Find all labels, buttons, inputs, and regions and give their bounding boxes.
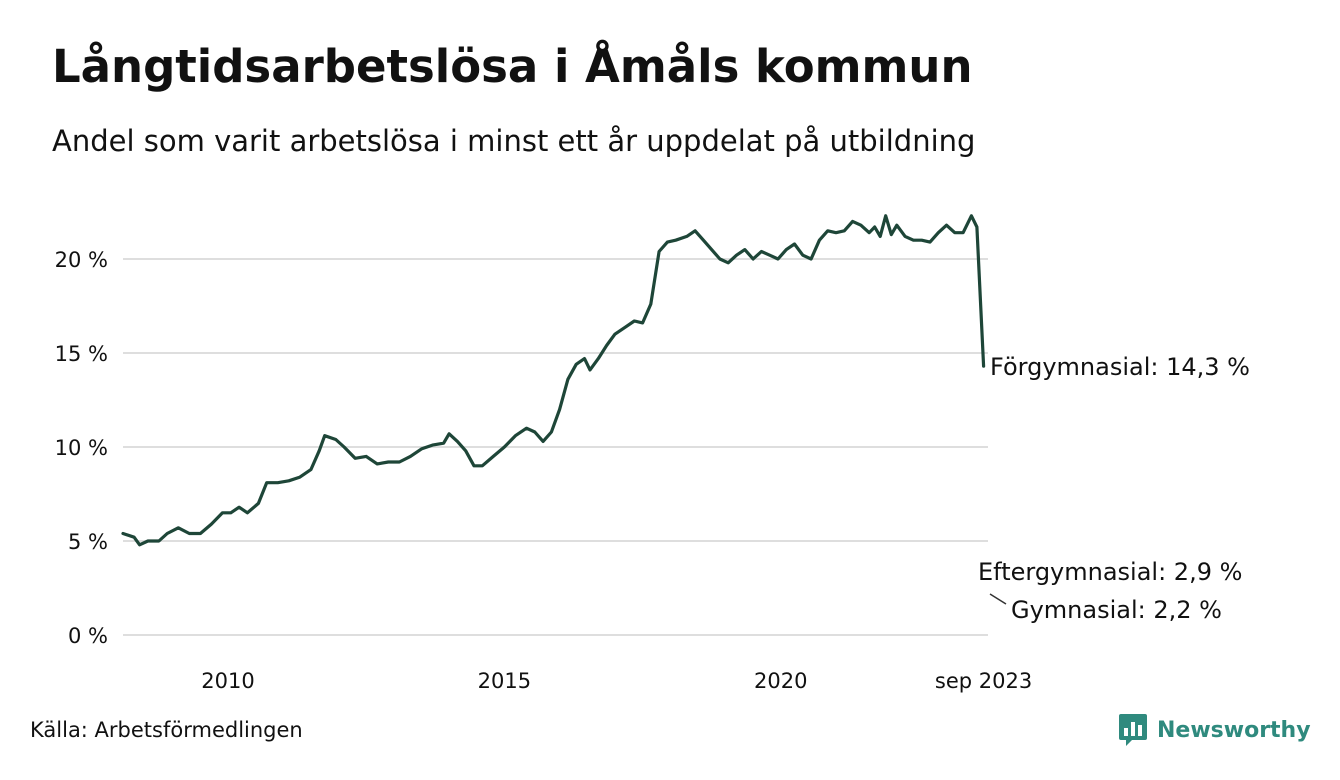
- series-lines: [121, 214, 986, 547]
- newsworthy-logo-icon: [1119, 714, 1147, 746]
- y-tick-label: 5 %: [68, 530, 108, 554]
- y-tick-label: 20 %: [55, 248, 108, 272]
- y-tick-label: 10 %: [55, 436, 108, 460]
- gymnasial-label-leader: [989, 593, 1007, 605]
- y-tick-label: 0 %: [68, 624, 108, 648]
- brand-name: Newsworthy: [1157, 717, 1311, 743]
- series-labels: Förgymnasial: 14,3 % Eftergymnasial: 2,9 …: [978, 353, 1250, 624]
- x-axis-ticks: 2010 2015 2020 sep 2023: [201, 669, 1032, 693]
- gridlines: [123, 258, 988, 636]
- series-label-eftergymnasial: Eftergymnasial: 2,9 %: [978, 558, 1242, 586]
- series-line-forgymnasial: [121, 214, 986, 547]
- y-axis-ticks: 0 % 5 % 10 % 15 % 20 %: [55, 248, 108, 648]
- x-tick-label: 2015: [478, 669, 531, 693]
- x-tick-label: sep 2023: [935, 669, 1032, 693]
- y-tick-label: 15 %: [55, 342, 108, 366]
- chart-title: Långtidsarbetslösa i Åmåls kommun: [52, 40, 973, 93]
- x-tick-label: 2010: [201, 669, 254, 693]
- x-tick-label: 2020: [754, 669, 807, 693]
- brand-logo: Newsworthy: [1118, 712, 1311, 748]
- source-note: Källa: Arbetsförmedlingen: [30, 718, 303, 742]
- series-label-gymnasial: Gymnasial: 2,2 %: [1011, 596, 1222, 624]
- series-label-forgymnasial: Förgymnasial: 14,3 %: [990, 353, 1250, 381]
- chart-subtitle: Andel som varit arbetslösa i minst ett å…: [52, 124, 976, 158]
